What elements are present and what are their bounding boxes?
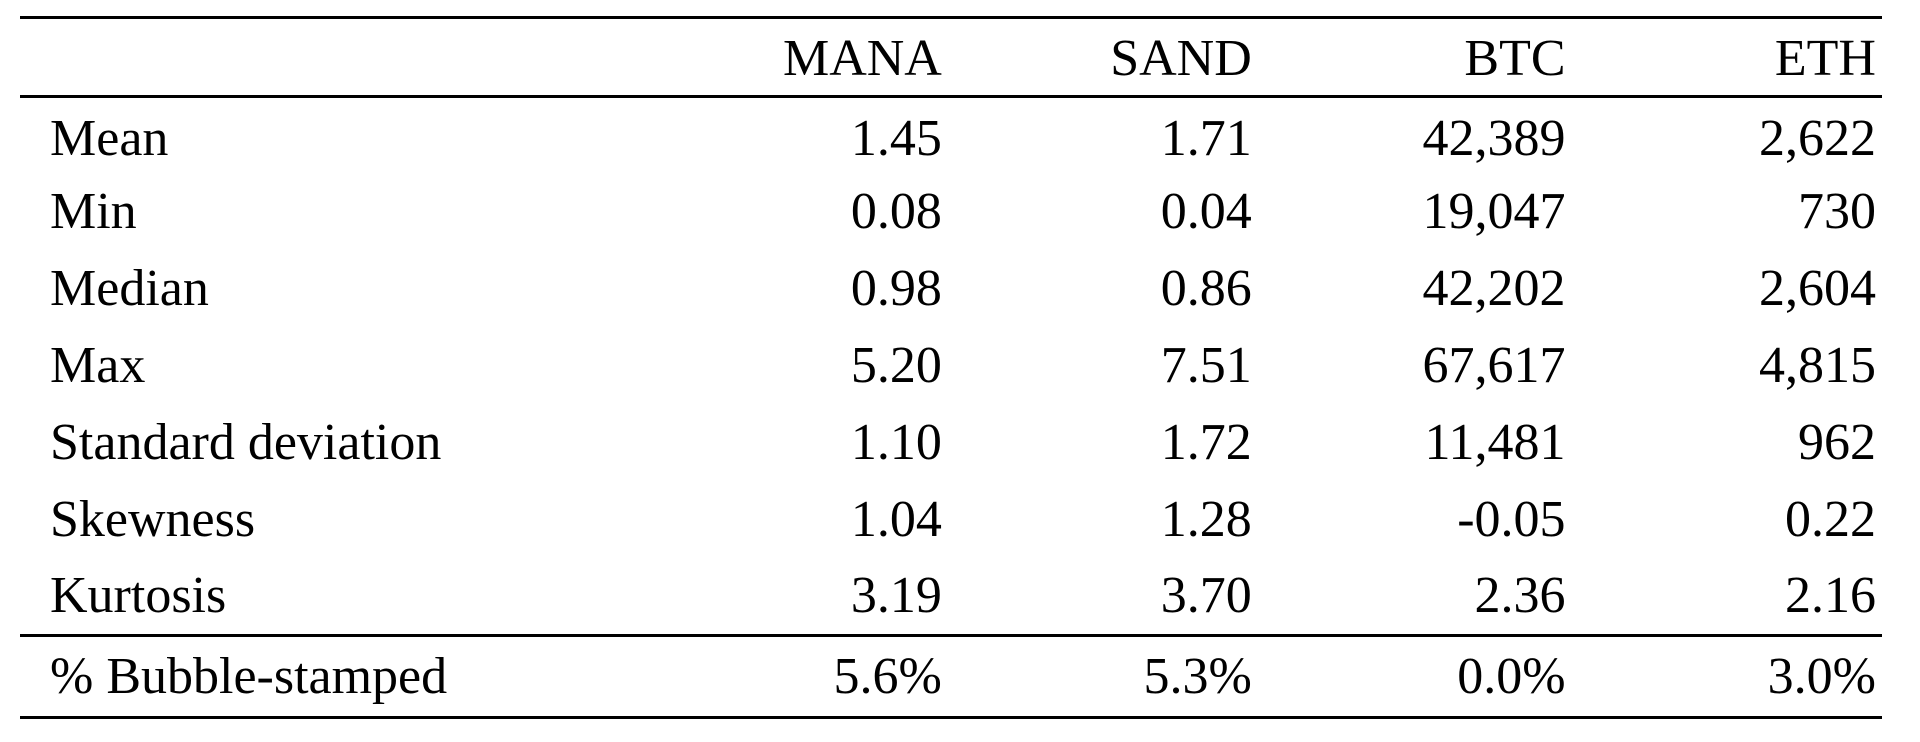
- cell-sand: 7.51: [1160, 337, 1252, 394]
- table-header-row: MANA SAND BTC ETH: [20, 16, 1882, 98]
- cell-btc: 2.36: [1474, 567, 1566, 625]
- footer-cell-btc: 0.0%: [1251, 634, 1566, 719]
- header-cell-eth: ETH: [1565, 16, 1882, 98]
- cell-mana: 0.08: [850, 183, 942, 240]
- cell-mana: 1.45: [850, 109, 942, 167]
- cell-btc: -0.05: [1457, 491, 1566, 548]
- row-label: Skewness: [50, 491, 256, 548]
- cell-eth: 2.16: [1785, 567, 1876, 625]
- table-row: Min 0.08 0.04 19,047 730: [20, 174, 1882, 251]
- cell-eth: 730: [1798, 183, 1876, 240]
- cell-eth: 4,815: [1759, 337, 1876, 394]
- row-label: Median: [50, 260, 209, 317]
- cell-mana: 1.04: [850, 491, 942, 548]
- descriptive-statistics-table: MANA SAND BTC ETH Mean 1.45 1.71 42,389 …: [20, 16, 1882, 719]
- cell-btc: 11,481: [1424, 414, 1566, 471]
- footer-cell-sand: 5.3%: [941, 634, 1252, 719]
- cell-eth: 2,604: [1759, 260, 1876, 317]
- cell-btc: 67,617: [1422, 337, 1566, 394]
- table-footer-row: % Bubble-stamped 5.6% 5.3% 0.0% 3.0%: [20, 634, 1882, 719]
- header-cell-mana: MANA: [544, 16, 942, 98]
- table-row: Median 0.98 0.86 42,202 2,604: [20, 251, 1882, 328]
- header-cell-sand: SAND: [941, 16, 1252, 98]
- row-label: Standard deviation: [50, 414, 442, 471]
- row-label: Kurtosis: [50, 567, 227, 625]
- cell-sand: 1.72: [1160, 414, 1252, 471]
- cell-mana: 0.98: [850, 260, 942, 317]
- cell-sand: 0.86: [1160, 260, 1252, 317]
- cell-btc: 42,202: [1422, 260, 1566, 317]
- header-cell-empty: [20, 16, 545, 98]
- row-label: Mean: [50, 109, 169, 167]
- cell-mana: 5.20: [850, 337, 942, 394]
- row-label: Min: [50, 183, 137, 240]
- table-row: Standard deviation 1.10 1.72 11,481 962: [20, 405, 1882, 482]
- cell-sand: 3.70: [1160, 567, 1252, 625]
- row-label: Max: [50, 337, 146, 394]
- cell-eth: 0.22: [1785, 491, 1876, 548]
- cell-mana: 3.19: [850, 567, 942, 625]
- cell-sand: 0.04: [1160, 183, 1252, 240]
- footer-cell-mana: 5.6%: [544, 634, 942, 719]
- table-row: Skewness 1.04 1.28 -0.05 0.22: [20, 482, 1882, 559]
- header-cell-btc: BTC: [1251, 16, 1566, 98]
- table-row: Max 5.20 7.51 67,617 4,815: [20, 328, 1882, 405]
- footer-cell-eth: 3.0%: [1565, 634, 1882, 719]
- cell-mana: 1.10: [850, 414, 942, 471]
- table-row: Mean 1.45 1.71 42,389 2,622: [20, 97, 1882, 174]
- cell-sand: 1.71: [1160, 109, 1252, 167]
- footer-label: % Bubble-stamped: [20, 634, 545, 719]
- cell-btc: 19,047: [1422, 183, 1566, 240]
- cell-eth: 2,622: [1759, 109, 1876, 167]
- cell-btc: 42,389: [1422, 109, 1566, 167]
- statistics-table-container: MANA SAND BTC ETH Mean 1.45 1.71 42,389 …: [20, 16, 1882, 719]
- table-row: Kurtosis 3.19 3.70 2.36 2.16: [20, 559, 1882, 636]
- cell-sand: 1.28: [1160, 491, 1252, 548]
- cell-eth: 962: [1798, 414, 1876, 471]
